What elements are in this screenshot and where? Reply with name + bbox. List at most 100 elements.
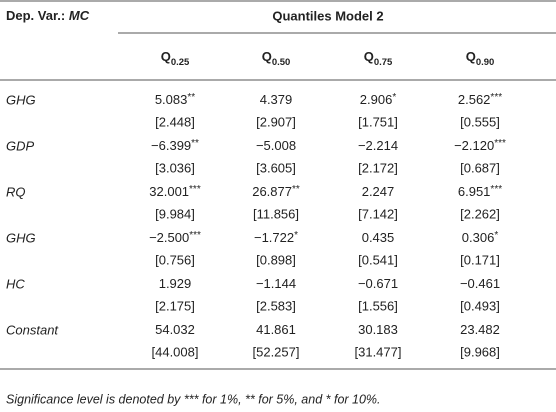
coef: −5.008 bbox=[256, 138, 296, 153]
stars: *** bbox=[494, 138, 506, 149]
coef: 2.906* bbox=[360, 92, 397, 108]
std-error: [7.142] bbox=[358, 206, 398, 221]
std-error: [44.008] bbox=[152, 344, 199, 359]
coef-value: 26.877 bbox=[252, 184, 292, 199]
coef-value: 6.951 bbox=[458, 184, 491, 199]
coef: 1.929 bbox=[159, 276, 192, 291]
std-error: [2.448] bbox=[155, 114, 195, 129]
std-error: [0.898] bbox=[256, 252, 296, 267]
coef-value: −1.144 bbox=[256, 276, 296, 291]
coef: −1.144 bbox=[256, 276, 296, 291]
row-label: GDP bbox=[6, 138, 35, 153]
row-label: RQ bbox=[6, 184, 26, 199]
std-error: [31.477] bbox=[355, 344, 402, 359]
dep-var-name: MC bbox=[69, 8, 90, 23]
coef-value: 1.929 bbox=[159, 276, 192, 291]
dep-var-label: Dep. Var.: bbox=[6, 8, 65, 23]
row-label: Constant bbox=[6, 322, 59, 337]
column-header: Q0.50 bbox=[262, 49, 291, 67]
coef-value: 54.032 bbox=[155, 322, 195, 337]
std-error: [0.171] bbox=[460, 252, 500, 267]
coef-value: 2.562 bbox=[458, 92, 491, 107]
coef-value: 0.306 bbox=[462, 230, 495, 245]
std-error: [0.541] bbox=[358, 252, 398, 267]
coef-value: 0.435 bbox=[362, 230, 395, 245]
coef: 0.306* bbox=[462, 230, 499, 246]
coef: 0.435 bbox=[362, 230, 395, 245]
stars: * bbox=[392, 92, 396, 103]
coef-value: 2.247 bbox=[362, 184, 395, 199]
coef: 6.951*** bbox=[458, 184, 502, 200]
coef: −2.214 bbox=[358, 138, 398, 153]
coef: −2.500*** bbox=[149, 230, 201, 246]
stars: * bbox=[294, 230, 298, 241]
stars: * bbox=[494, 230, 498, 241]
stars: *** bbox=[189, 184, 201, 195]
coef-value: 32.001 bbox=[149, 184, 189, 199]
std-error: [1.751] bbox=[358, 114, 398, 129]
coef: 41.861 bbox=[256, 322, 296, 337]
coef: −0.461 bbox=[460, 276, 500, 291]
std-error: [2.175] bbox=[155, 298, 195, 313]
coef-value: 30.183 bbox=[358, 322, 398, 337]
stars: ** bbox=[292, 184, 300, 195]
column-base: Q bbox=[161, 49, 171, 64]
coef-value: −5.008 bbox=[256, 138, 296, 153]
std-error: [0.555] bbox=[460, 114, 500, 129]
coef-value: −2.214 bbox=[358, 138, 398, 153]
coef-value: 41.861 bbox=[256, 322, 296, 337]
dep-var: Dep. Var.: MC bbox=[6, 8, 90, 23]
column-sub: 0.90 bbox=[476, 57, 495, 68]
coef: 23.482 bbox=[460, 322, 500, 337]
stars: *** bbox=[490, 184, 502, 195]
coef-value: 4.379 bbox=[260, 92, 293, 107]
row-label: HC bbox=[6, 276, 25, 291]
column-base: Q bbox=[262, 49, 272, 64]
coef: −6.399** bbox=[151, 138, 199, 154]
row-label: GHG bbox=[6, 92, 36, 107]
coef: 54.032 bbox=[155, 322, 195, 337]
row-label: GHG bbox=[6, 230, 36, 245]
std-error: [52.257] bbox=[253, 344, 300, 359]
stars: *** bbox=[490, 92, 502, 103]
note: Significance level is denoted by *** for… bbox=[6, 392, 381, 406]
stars: ** bbox=[187, 92, 195, 103]
std-error: [9.984] bbox=[155, 206, 195, 221]
coef: 5.083** bbox=[155, 92, 195, 108]
coef: 26.877** bbox=[252, 184, 300, 200]
std-error: [3.605] bbox=[256, 160, 296, 175]
column-header: Q0.75 bbox=[364, 49, 393, 67]
std-error: [2.583] bbox=[256, 298, 296, 313]
coef: −2.120*** bbox=[454, 138, 506, 154]
std-error: [2.262] bbox=[460, 206, 500, 221]
std-error: [1.556] bbox=[358, 298, 398, 313]
stars: ** bbox=[191, 138, 199, 149]
column-base: Q bbox=[364, 49, 374, 64]
coef-value: −6.399 bbox=[151, 138, 191, 153]
std-error: [0.756] bbox=[155, 252, 195, 267]
coef: 4.379 bbox=[260, 92, 293, 107]
column-header: Q0.90 bbox=[466, 49, 495, 67]
std-error: [2.907] bbox=[256, 114, 296, 129]
std-error: [11.856] bbox=[253, 206, 299, 221]
std-error: [9.968] bbox=[460, 344, 500, 359]
coef: 2.247 bbox=[362, 184, 395, 199]
coef: −1.722* bbox=[254, 230, 298, 246]
std-error: [0.493] bbox=[460, 298, 500, 313]
group-header: Quantiles Model 2 bbox=[272, 8, 383, 23]
column-sub: 0.50 bbox=[272, 57, 291, 68]
column-sub: 0.25 bbox=[171, 57, 190, 68]
coef-value: −0.671 bbox=[358, 276, 398, 291]
column-sub: 0.75 bbox=[374, 57, 393, 68]
coef-value: −2.500 bbox=[149, 230, 189, 245]
coef-value: 5.083 bbox=[155, 92, 188, 107]
coef-value: 23.482 bbox=[460, 322, 500, 337]
column-base: Q bbox=[466, 49, 476, 64]
std-error: [0.687] bbox=[460, 160, 500, 175]
coef: 32.001*** bbox=[149, 184, 201, 200]
std-error: [2.172] bbox=[358, 160, 398, 175]
coef-value: −0.461 bbox=[460, 276, 500, 291]
coef-value: 2.906 bbox=[360, 92, 393, 107]
std-error: [3.036] bbox=[155, 160, 195, 175]
